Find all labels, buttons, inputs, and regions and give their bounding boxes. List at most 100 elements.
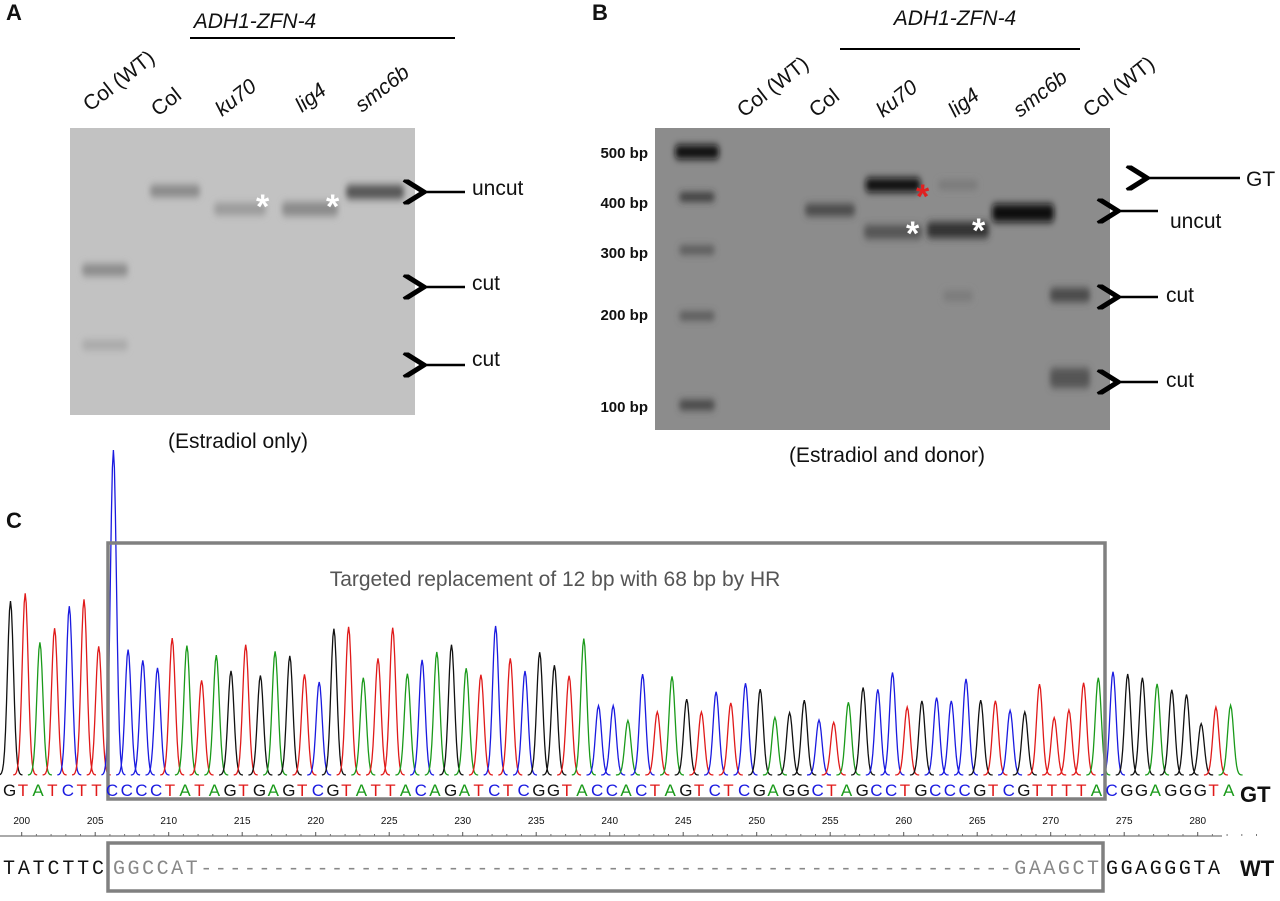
caption: (Estradiol only) <box>168 430 308 453</box>
peak <box>380 627 405 776</box>
position-ticks: 200 205 210 215 220 225 230 235 240 245 250 255 260 2… <box>13 816 1257 836</box>
band <box>679 246 715 254</box>
peak <box>968 700 993 776</box>
lane-label: ku70 <box>872 76 922 122</box>
peak <box>248 675 273 776</box>
panel-letter: B <box>592 0 608 25</box>
highlight-box <box>106 541 1107 801</box>
peak <box>689 709 714 776</box>
lane-label: smc6b <box>1009 66 1072 122</box>
peak <box>836 702 861 776</box>
arrow-label: cut <box>472 348 500 371</box>
band <box>943 291 973 301</box>
peak <box>1130 677 1155 776</box>
peak <box>71 599 97 776</box>
peak <box>13 593 38 776</box>
peak <box>57 606 82 776</box>
peak <box>439 644 464 776</box>
peak <box>263 651 288 776</box>
peak <box>1056 707 1081 776</box>
position-label: 280 <box>1189 816 1206 827</box>
peak <box>307 681 332 776</box>
peak <box>704 691 729 776</box>
position-label: 215 <box>234 816 251 827</box>
gt-sequence: GT A T C T T C C C C T A T A GT GA GT C GT A T T A C A GA T C T C GGT A… <box>3 781 1235 800</box>
peak <box>1218 702 1243 776</box>
band <box>1050 368 1090 388</box>
peak <box>277 655 302 776</box>
band <box>992 204 1054 222</box>
caption: (Estradiol and donor) <box>789 444 985 467</box>
band <box>82 340 128 350</box>
peak <box>145 667 170 776</box>
peak <box>792 700 817 776</box>
asterisk: * <box>326 188 340 226</box>
position-label: 230 <box>454 816 471 827</box>
gel-a <box>70 128 415 415</box>
size-marker: 100 bp <box>600 399 648 416</box>
peak <box>365 658 391 776</box>
position-label: 210 <box>160 816 177 827</box>
position-label: 225 <box>381 816 398 827</box>
peak <box>1174 694 1199 776</box>
band <box>282 202 338 216</box>
peak <box>777 710 802 776</box>
peak <box>160 638 185 776</box>
peak <box>1159 689 1184 776</box>
arrow-label: cut <box>472 272 500 295</box>
peak <box>615 718 640 776</box>
band <box>864 225 922 239</box>
peak <box>424 651 449 776</box>
peak <box>1042 715 1067 776</box>
peak <box>953 678 979 776</box>
peak <box>586 703 611 776</box>
asterisk: * <box>972 212 986 250</box>
peak <box>130 660 155 776</box>
peak <box>468 674 493 776</box>
arrow-label: uncut <box>1170 210 1222 233</box>
peak <box>924 697 949 776</box>
band <box>1050 288 1090 302</box>
peak <box>1203 704 1228 776</box>
peak <box>42 628 67 776</box>
band <box>150 185 200 197</box>
band <box>927 222 989 238</box>
peak <box>1145 683 1170 776</box>
peak <box>454 668 479 776</box>
peak <box>292 674 317 776</box>
peak <box>527 652 552 776</box>
position-label: 265 <box>969 816 986 827</box>
band <box>214 203 266 215</box>
position-label: 245 <box>675 816 692 827</box>
band <box>346 185 404 199</box>
panel-letter: A <box>6 0 22 25</box>
peak <box>1115 673 1140 776</box>
group-label: ADH1-ZFN-4 <box>192 10 317 33</box>
peak <box>895 704 920 776</box>
peak <box>733 683 758 776</box>
lane-label: Col (WT) <box>733 52 813 122</box>
arrow-label: uncut <box>472 177 524 200</box>
arrow-label: cut <box>1166 284 1194 307</box>
lane-label: Col <box>147 83 186 121</box>
position-label: 200 <box>13 816 30 827</box>
gel-b <box>655 128 1110 430</box>
peak <box>101 449 126 776</box>
band <box>675 145 719 159</box>
wt-sequence-left: TATCTTC <box>3 858 104 881</box>
peak <box>27 642 53 776</box>
lane-label: ku70 <box>211 75 261 121</box>
peak <box>630 673 655 776</box>
peak <box>0 601 23 776</box>
position-label: 220 <box>307 816 324 827</box>
peak <box>983 700 1008 776</box>
position-label: 250 <box>748 816 765 827</box>
position-label: 260 <box>895 816 912 827</box>
peak <box>512 670 538 776</box>
peak <box>410 659 435 776</box>
peak <box>557 675 582 776</box>
peak <box>1027 683 1052 776</box>
arrow-label: cut <box>1166 369 1194 392</box>
band <box>805 204 855 216</box>
asterisk: * <box>256 188 270 226</box>
